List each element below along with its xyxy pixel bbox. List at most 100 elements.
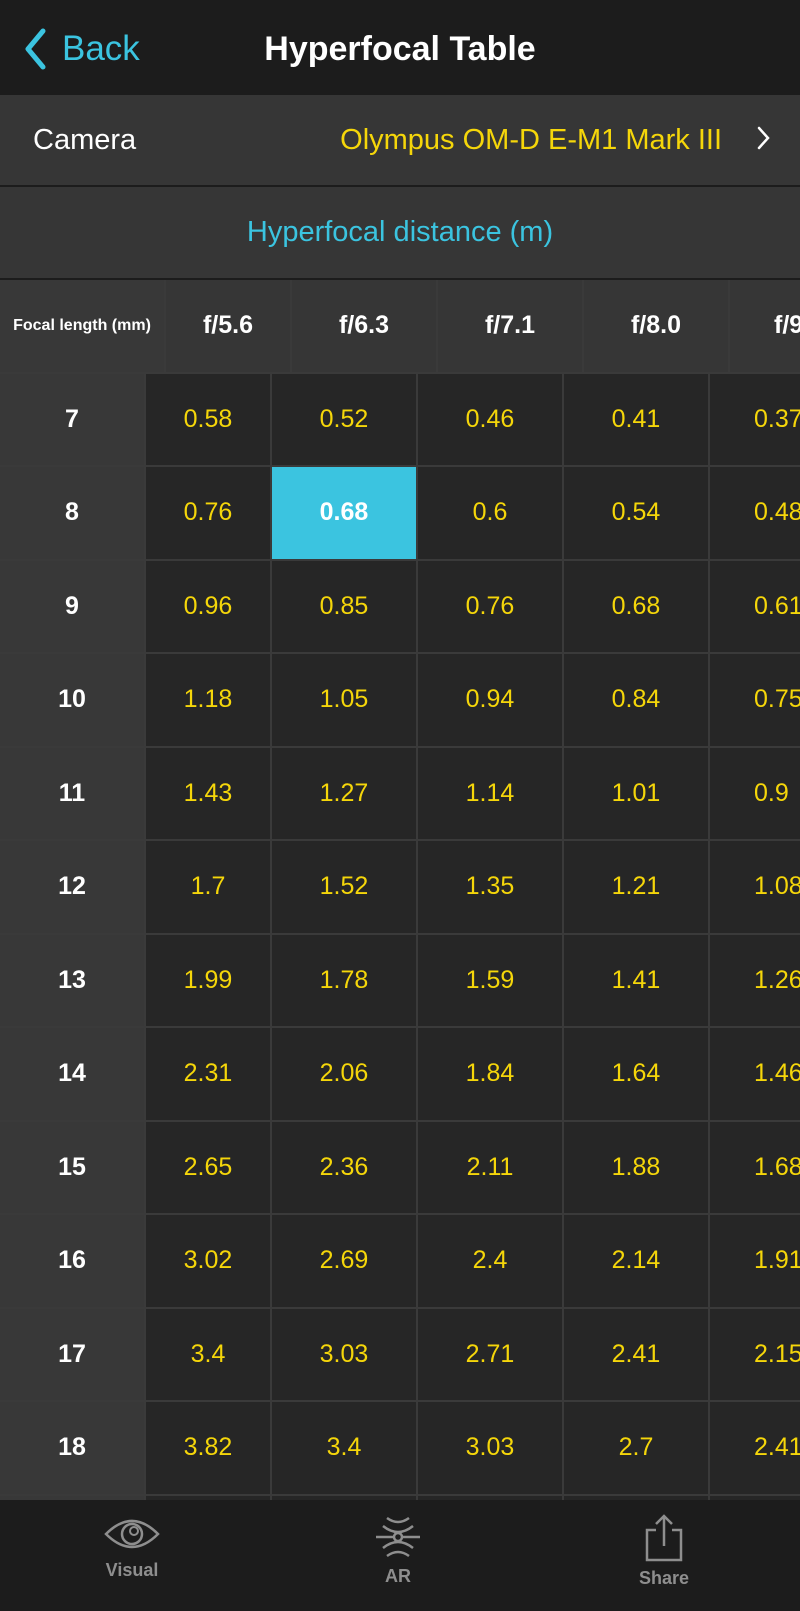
value-cell[interactable]: 2.36 [272, 1121, 416, 1213]
focal-length-cell: 17 [0, 1308, 144, 1400]
table-row: 17 3.4 3.03 2.71 2.41 2.15 [0, 1308, 800, 1400]
table-row: 11 1.43 1.27 1.14 1.01 0.9 [0, 747, 800, 839]
value-cell[interactable]: 1.88 [564, 1121, 708, 1213]
focal-length-cell: 16 [0, 1215, 144, 1307]
value-cell[interactable]: 3.03 [418, 1402, 562, 1494]
value-cell[interactable]: 1.26 [710, 934, 800, 1026]
value-cell[interactable]: 0.58 [146, 373, 270, 465]
value-cell[interactable]: 0.9 [710, 747, 800, 839]
value-cell[interactable]: 2.15 [710, 1308, 800, 1400]
value-cell[interactable]: 1.91 [710, 1215, 800, 1307]
value-cell[interactable]: 0.41 [564, 373, 708, 465]
focal-length-cell: 14 [0, 1028, 144, 1120]
value-cell[interactable]: 0.96 [146, 560, 270, 652]
table-row: 9 0.96 0.85 0.76 0.68 0.61 [0, 560, 800, 652]
tab-visual[interactable]: Visual [52, 1514, 212, 1581]
value-cell[interactable]: 0.37 [710, 373, 800, 465]
value-cell[interactable]: 0.75 [710, 654, 800, 746]
value-cell[interactable]: 1.46 [710, 1028, 800, 1120]
value-cell[interactable]: 0.94 [418, 654, 562, 746]
back-label: Back [62, 29, 140, 68]
value-cell[interactable]: 1.59 [418, 934, 562, 1026]
value-cell[interactable]: 1.7 [146, 841, 270, 933]
empty-cell [0, 1495, 144, 1500]
value-cell[interactable]: 2.06 [272, 1028, 416, 1120]
focal-length-cell: 13 [0, 934, 144, 1026]
table-row: 10 1.18 1.05 0.94 0.84 0.75 [0, 654, 800, 746]
value-cell[interactable]: 1.43 [146, 747, 270, 839]
value-cell[interactable]: 1.27 [272, 747, 416, 839]
value-cell[interactable]: 1.84 [418, 1028, 562, 1120]
value-cell[interactable]: 3.03 [272, 1308, 416, 1400]
value-cell[interactable]: 0.68 [564, 560, 708, 652]
value-cell[interactable]: 3.82 [146, 1402, 270, 1494]
value-cell[interactable]: 3.4 [272, 1402, 416, 1494]
value-cell[interactable]: 0.46 [418, 373, 562, 465]
value-cell[interactable]: 2.4 [418, 1215, 562, 1307]
focal-length-cell: 10 [0, 654, 144, 746]
value-cell[interactable]: 3.02 [146, 1215, 270, 1307]
value-cell[interactable]: 1.18 [146, 654, 270, 746]
aperture-header: f/5.6 [166, 280, 290, 372]
selected-value-cell[interactable]: 0.68 [272, 467, 416, 559]
back-button[interactable]: Back [24, 24, 140, 74]
ar-icon [376, 1516, 420, 1558]
value-cell[interactable]: 0.54 [564, 467, 708, 559]
table-row: 16 3.02 2.69 2.4 2.14 1.91 [0, 1215, 800, 1307]
value-cell[interactable]: 1.14 [418, 747, 562, 839]
focal-length-cell: 9 [0, 560, 144, 652]
value-cell[interactable]: 1.01 [564, 747, 708, 839]
value-cell[interactable]: 1.21 [564, 841, 708, 933]
value-cell[interactable]: 2.41 [710, 1402, 800, 1494]
focal-length-cell: 11 [0, 747, 144, 839]
table-row-partial [0, 1495, 800, 1500]
value-cell[interactable]: 1.68 [710, 1121, 800, 1213]
focal-length-cell: 7 [0, 373, 144, 465]
eye-icon [104, 1519, 160, 1549]
focal-length-cell: 18 [0, 1402, 144, 1494]
value-cell[interactable]: 1.64 [564, 1028, 708, 1120]
value-cell[interactable]: 1.05 [272, 654, 416, 746]
value-cell[interactable]: 2.14 [564, 1215, 708, 1307]
navigation-bar: Back Hyperfocal Table [0, 0, 800, 93]
page-title: Hyperfocal Table [264, 30, 536, 68]
value-cell[interactable]: 1.78 [272, 934, 416, 1026]
value-cell[interactable]: 2.31 [146, 1028, 270, 1120]
value-cell[interactable]: 1.52 [272, 841, 416, 933]
value-cell[interactable]: 2.71 [418, 1308, 562, 1400]
camera-selector[interactable]: Camera Olympus OM-D E-M1 Mark III [0, 95, 800, 185]
camera-value: Olympus OM-D E-M1 Mark III [340, 123, 722, 156]
value-cell[interactable]: 0.76 [418, 560, 562, 652]
value-cell[interactable]: 0.61 [710, 560, 800, 652]
value-cell[interactable]: 2.65 [146, 1121, 270, 1213]
table-row: 15 2.65 2.36 2.11 1.88 1.68 [0, 1121, 800, 1213]
value-cell[interactable]: 0.48 [710, 467, 800, 559]
tab-share[interactable]: Share [584, 1514, 744, 1589]
value-cell[interactable]: 0.76 [146, 467, 270, 559]
empty-cell [564, 1495, 708, 1500]
table-row: 13 1.99 1.78 1.59 1.41 1.26 [0, 934, 800, 1026]
empty-cell [710, 1495, 800, 1500]
value-cell[interactable]: 2.41 [564, 1308, 708, 1400]
value-cell[interactable]: 2.69 [272, 1215, 416, 1307]
value-cell[interactable]: 1.08 [710, 841, 800, 933]
value-cell[interactable]: 2.11 [418, 1121, 562, 1213]
empty-cell [272, 1495, 416, 1500]
hyperfocal-table[interactable]: Focal length (mm) f/5.6 f/6.3 f/7.1 f/8.0 f/… [0, 280, 800, 1500]
tab-share-label: Share [638, 1568, 690, 1588]
table-header-row: Focal length (mm) f/5.6 f/6.3 f/7.1 f/8.0 f/… [0, 280, 800, 372]
value-cell[interactable]: 0.84 [564, 654, 708, 746]
value-cell[interactable]: 0.85 [272, 560, 416, 652]
tab-bar: Visual AR Share [0, 1500, 800, 1611]
value-cell[interactable]: 3.4 [146, 1308, 270, 1400]
aperture-header: f/9.0 [730, 280, 800, 372]
value-cell[interactable]: 0.6 [418, 467, 562, 559]
focal-length-cell: 8 [0, 467, 144, 559]
aperture-header: f/6.3 [292, 280, 436, 372]
value-cell[interactable]: 1.41 [564, 934, 708, 1026]
value-cell[interactable]: 2.7 [564, 1402, 708, 1494]
value-cell[interactable]: 0.52 [272, 373, 416, 465]
tab-ar[interactable]: AR [318, 1514, 478, 1587]
value-cell[interactable]: 1.35 [418, 841, 562, 933]
value-cell[interactable]: 1.99 [146, 934, 270, 1026]
